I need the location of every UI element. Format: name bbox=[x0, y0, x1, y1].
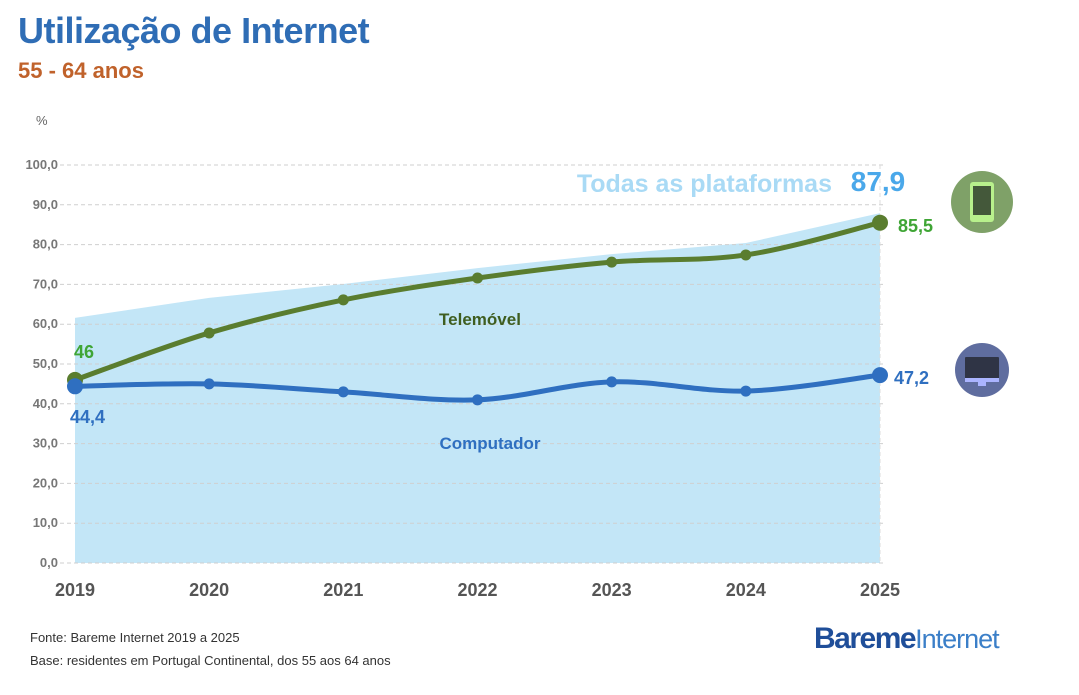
y-tick-label: 50,0 bbox=[33, 356, 58, 371]
data-point-computador bbox=[67, 378, 83, 395]
y-tick-label: 60,0 bbox=[33, 316, 58, 331]
x-tick-label: 2025 bbox=[860, 580, 900, 600]
smartphone-icon-screen bbox=[973, 186, 991, 215]
data-point-computador bbox=[740, 385, 752, 397]
data-point-computador bbox=[472, 394, 483, 406]
end-label-todas: 87,9 bbox=[851, 166, 906, 197]
y-tick-label: 30,0 bbox=[33, 436, 58, 451]
y-tick-label: 70,0 bbox=[33, 276, 58, 291]
data-point-telemvel bbox=[203, 327, 215, 339]
end-label-telemovel: 85,5 bbox=[898, 216, 933, 236]
area-todas-as-plataformas bbox=[75, 213, 880, 563]
logo-bold: Bareme bbox=[814, 622, 917, 655]
source-note: Fonte: Bareme Internet 2019 a 2025 bbox=[30, 630, 240, 645]
desktop-monitor-icon-base bbox=[965, 378, 999, 382]
start-label-telemovel: 46 bbox=[74, 342, 94, 362]
x-tick-label: 2023 bbox=[592, 580, 632, 600]
series-label-todas: Todas as plataformas bbox=[577, 170, 832, 198]
end-label-computador: 47,2 bbox=[894, 368, 929, 388]
series-label-computador: Computador bbox=[439, 434, 540, 453]
chart-subtitle: 55 - 64 anos bbox=[18, 58, 144, 83]
data-point-telemvel bbox=[472, 272, 483, 284]
chart-title: Utilização de Internet bbox=[18, 10, 370, 51]
x-tick-label: 2022 bbox=[457, 580, 497, 600]
x-tick-label: 2021 bbox=[323, 580, 363, 600]
logo-light: Internet bbox=[915, 624, 1000, 654]
bareme-internet-logo: BaremeInternet bbox=[814, 622, 1000, 656]
y-tick-label: 40,0 bbox=[33, 396, 58, 411]
data-point-telemvel bbox=[872, 214, 888, 231]
data-point-telemvel bbox=[740, 249, 752, 261]
y-tick-label: 20,0 bbox=[33, 475, 58, 490]
y-tick-label: 100,0 bbox=[25, 157, 58, 172]
x-tick-label: 2024 bbox=[726, 580, 766, 600]
y-tick-label: 0,0 bbox=[40, 555, 58, 570]
y-tick-label: 80,0 bbox=[33, 237, 58, 252]
y-tick-label: 90,0 bbox=[33, 197, 58, 212]
data-point-computador bbox=[203, 378, 215, 390]
x-tick-label: 2019 bbox=[55, 580, 95, 600]
desktop-monitor-icon-stand bbox=[978, 382, 986, 386]
base-note: Base: residentes em Portugal Continental… bbox=[30, 653, 391, 668]
x-tick-label: 2020 bbox=[189, 580, 229, 600]
data-point-computador bbox=[872, 367, 888, 384]
data-point-computador bbox=[606, 376, 618, 388]
data-point-computador bbox=[337, 386, 349, 398]
data-point-telemvel bbox=[606, 256, 618, 268]
series-label-telemovel: Telemóvel bbox=[439, 310, 521, 329]
y-axis-unit: % bbox=[36, 113, 48, 128]
y-tick-label: 10,0 bbox=[33, 515, 58, 530]
data-point-telemvel bbox=[337, 294, 349, 306]
desktop-monitor-icon bbox=[965, 357, 999, 379]
start-label-computador: 44,4 bbox=[70, 407, 105, 427]
